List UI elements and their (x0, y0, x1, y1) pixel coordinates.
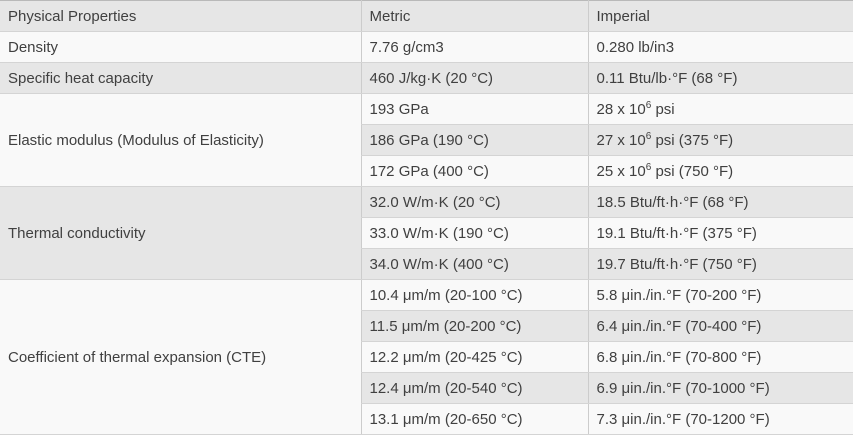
imperial-cell: 19.1 Btu/ft·h·°F (375 °F) (587, 217, 853, 249)
metric-cell: 7.76 g/cm3 (360, 31, 588, 63)
property-cell-elastic-modulus: Elastic modulus (Modulus of Elasticity) (0, 93, 361, 187)
table-row: Coefficient of thermal expansion (CTE) 1… (0, 279, 853, 435)
metric-cell: 33.0 W/m·K (190 °C) (360, 217, 588, 249)
property-cell-density: Density (0, 31, 361, 63)
metric-cell: 193 GPa (360, 93, 588, 125)
metric-cell: 186 GPa (190 °C) (360, 124, 588, 156)
column-header-physical-properties: Physical Properties (0, 0, 361, 32)
imperial-cell: 0.280 lb/in3 (587, 31, 853, 63)
imperial-cell: 18.5 Btu/ft·h·°F (68 °F) (587, 186, 853, 218)
property-cell-cte: Coefficient of thermal expansion (CTE) (0, 279, 361, 435)
column-header-metric: Metric (360, 0, 588, 32)
table-row: Density 7.76 g/cm3 0.280 lb/in3 (0, 31, 853, 63)
metric-cell: 11.5 μm/m (20-200 °C) (360, 310, 588, 342)
property-cell-thermal-conductivity: Thermal conductivity (0, 186, 361, 280)
imperial-cell: 25 x 106 psi (750 °F) (587, 155, 853, 187)
metric-cell: 32.0 W/m·K (20 °C) (360, 186, 588, 218)
imperial-cell: 0.11 Btu/lb·°F (68 °F) (587, 62, 853, 94)
metric-cell: 12.2 μm/m (20-425 °C) (360, 341, 588, 373)
table-row: Specific heat capacity 460 J/kg·K (20 °C… (0, 62, 853, 94)
metric-cell: 34.0 W/m·K (400 °C) (360, 248, 588, 280)
table-row: Thermal conductivity 32.0 W/m·K (20 °C) … (0, 186, 853, 280)
exponent: 6 (645, 161, 652, 173)
table-header-row: Physical Properties Metric Imperial (0, 0, 853, 32)
imperial-cell: 7.3 μin./in.°F (70-1200 °F) (587, 403, 853, 435)
imperial-cell: 19.7 Btu/ft·h·°F (750 °F) (587, 248, 853, 280)
exponent: 6 (645, 130, 652, 142)
imperial-cell: 5.8 μin./in.°F (70-200 °F) (587, 279, 853, 311)
metric-cell: 460 J/kg·K (20 °C) (360, 62, 588, 94)
imperial-cell: 6.9 μin./in.°F (70-1000 °F) (587, 372, 853, 404)
metric-cell: 172 GPa (400 °C) (360, 155, 588, 187)
metric-cell: 13.1 μm/m (20-650 °C) (360, 403, 588, 435)
column-header-imperial: Imperial (587, 0, 853, 32)
exponent: 6 (645, 99, 652, 111)
imperial-cell: 27 x 106 psi (375 °F) (587, 124, 853, 156)
property-cell-specific-heat-capacity: Specific heat capacity (0, 62, 361, 94)
imperial-cell: 28 x 106 psi (587, 93, 853, 125)
imperial-cell: 6.4 μin./in.°F (70-400 °F) (587, 310, 853, 342)
metric-cell: 12.4 μm/m (20-540 °C) (360, 372, 588, 404)
table-row: Elastic modulus (Modulus of Elasticity) … (0, 93, 853, 187)
metric-cell: 10.4 μm/m (20-100 °C) (360, 279, 588, 311)
imperial-cell: 6.8 μin./in.°F (70-800 °F) (587, 341, 853, 373)
